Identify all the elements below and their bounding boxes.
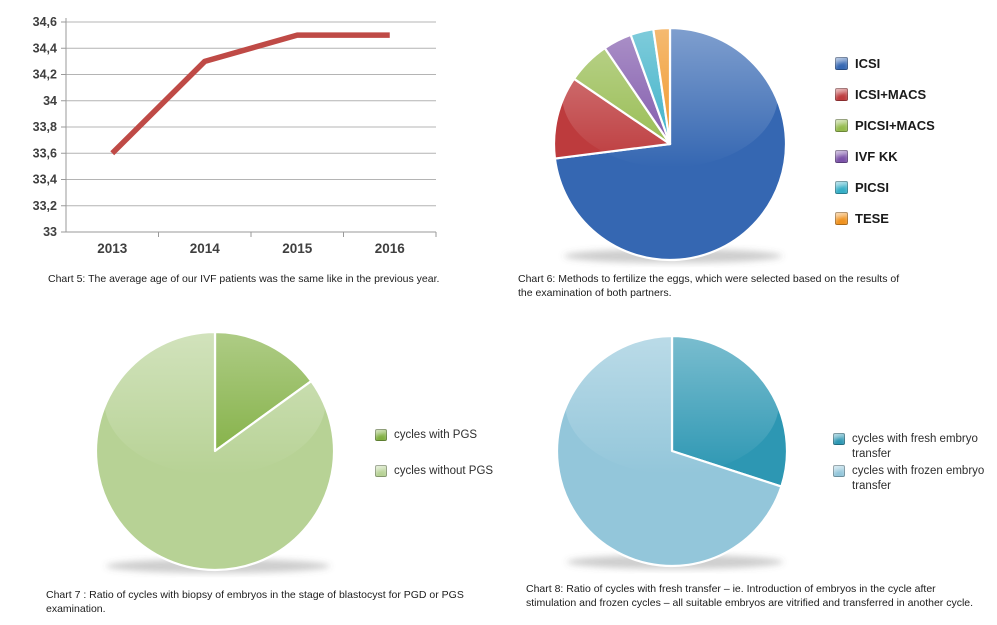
chart5-line-chart: 33 33,2 33,4 33,6 33,8 34 34,2 34,4 34,6 2013 2014…	[33, 15, 437, 256]
svg-text:34,4: 34,4	[33, 41, 57, 55]
legend-item: cycles with PGS	[375, 428, 493, 443]
legend-item: PICSI+MACS	[835, 118, 935, 133]
svg-text:33: 33	[43, 225, 57, 239]
legend-label: cycles with fresh embryo transfer	[852, 433, 978, 460]
legend-swatch-icon	[835, 212, 848, 225]
legend-item: cycles with fresh embryo transfer	[833, 432, 997, 461]
chart8-pie	[555, 331, 789, 569]
legend-swatch-icon	[835, 57, 848, 70]
chart7-caption: Chart 7 : Ratio of cycles with biopsy of…	[46, 589, 464, 616]
svg-text:33,8: 33,8	[33, 120, 57, 134]
legend-swatch-icon	[833, 465, 845, 478]
legend-swatch-icon	[375, 464, 387, 477]
chart8-caption: Chart 8: Ratio of cycles with fresh tran…	[526, 583, 974, 610]
chart6-caption: Chart 6: Methods to fertilize the eggs, …	[518, 273, 900, 300]
legend-swatch-icon	[835, 119, 848, 132]
svg-text:34,6: 34,6	[33, 15, 57, 29]
legend-label: TESE	[855, 211, 889, 226]
chart5-caption: Chart 5: The average age of our IVF pati…	[48, 273, 440, 285]
svg-text:33,2: 33,2	[33, 199, 57, 213]
chart8-legend: cycles with fresh embryo transfer cycles …	[833, 432, 997, 494]
chart5-panel: 33 33,2 33,4 33,6 33,8 34 34,2 34,4 34,6 2013 2014…	[0, 0, 498, 312]
legend-label: cycles with PGS	[394, 429, 478, 441]
legend-item: PICSI	[835, 180, 935, 195]
legend-label: ICSI	[855, 56, 881, 71]
chart6-panel: ICSI ICSI+MACS PICSI+MACS IVF KK PICSI TESE C…	[498, 0, 997, 312]
svg-text:33,4: 33,4	[33, 173, 57, 187]
legend-label: cycles without PGS	[394, 464, 494, 477]
legend-label: cycles with frozen embryo transfer	[852, 465, 985, 493]
svg-text:33,6: 33,6	[33, 146, 57, 160]
legend-label: PICSI+MACS	[855, 118, 935, 133]
legend-swatch-icon	[835, 150, 848, 163]
chart7-legend: cycles with PGS cycles without PGS	[375, 428, 493, 478]
chart7-panel: cycles with PGS cycles without PGS Chart …	[0, 312, 498, 625]
legend-swatch-icon	[833, 433, 845, 445]
legend-label: IVF KK	[855, 149, 898, 164]
svg-text:2013: 2013	[97, 241, 128, 256]
svg-text:2016: 2016	[375, 241, 406, 256]
legend-swatch-icon	[375, 429, 387, 441]
svg-text:34,2: 34,2	[33, 68, 57, 82]
svg-text:34: 34	[43, 94, 57, 108]
chart7-pie	[94, 327, 336, 573]
legend-item: cycles with frozen embryo transfer	[833, 464, 997, 493]
svg-text:2014: 2014	[190, 241, 221, 256]
legend-item: ICSI+MACS	[835, 87, 935, 102]
legend-label: PICSI	[855, 180, 889, 195]
legend-label: ICSI+MACS	[855, 87, 927, 102]
chart6-legend: ICSI ICSI+MACS PICSI+MACS IVF KK PICSI TESE	[835, 56, 935, 226]
chart6-pie	[552, 23, 788, 263]
legend-item: TESE	[835, 211, 935, 226]
svg-text:2015: 2015	[282, 241, 313, 256]
legend-item: ICSI	[835, 56, 935, 71]
legend-item: IVF KK	[835, 149, 935, 164]
legend-item: cycles without PGS	[375, 464, 493, 479]
chart8-panel: cycles with fresh embryo transfer cycles …	[498, 312, 997, 625]
legend-swatch-icon	[835, 88, 848, 101]
legend-swatch-icon	[835, 181, 848, 194]
